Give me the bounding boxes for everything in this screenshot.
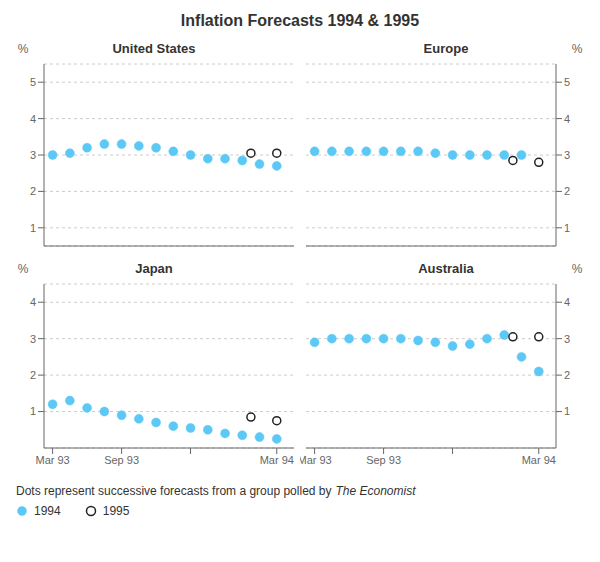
html-text:1995: 1995: [102, 504, 130, 518]
html-text:Europe: Europe: [423, 41, 469, 56]
svg-text:2: 2: [30, 369, 36, 381]
svg-text:1: 1: [30, 405, 36, 417]
svg-text:3: 3: [564, 149, 570, 161]
svg-text:5: 5: [564, 76, 570, 88]
html-text:Dots represent successive fore: Dots represent successive forecasts from…: [16, 484, 416, 498]
svg-text:Mar 94: Mar 94: [260, 454, 294, 466]
svg-text:Mar 93: Mar 93: [300, 454, 332, 466]
svg-text:Sep 93: Sep 93: [366, 454, 401, 466]
svg-text:Sep 93: Sep 93: [104, 454, 139, 466]
svg-text:3: 3: [564, 333, 570, 345]
svg-text:1: 1: [564, 405, 570, 417]
svg-text:4: 4: [30, 113, 36, 125]
svg-text:1: 1: [30, 222, 36, 234]
svg-text:4: 4: [30, 296, 36, 308]
svg-text:5: 5: [30, 76, 36, 88]
svg-text:Mar 93: Mar 93: [35, 454, 69, 466]
svg-text:1: 1: [564, 222, 570, 234]
html-text:Japan: Japan: [135, 261, 173, 276]
html-text:1994: 1994: [34, 504, 61, 518]
svg-text:2: 2: [564, 185, 570, 197]
svg-text:3: 3: [30, 149, 36, 161]
html-text:Inflation Forecasts 1994 & 199: Inflation Forecasts 1994 & 1995: [180, 12, 420, 29]
svg-text:Mar 94: Mar 94: [522, 454, 556, 466]
svg-text:4: 4: [564, 113, 570, 125]
html-text:Australia: Australia: [418, 261, 474, 276]
svg-text:3: 3: [30, 333, 36, 345]
svg-text:4: 4: [564, 296, 570, 308]
svg-text:2: 2: [564, 369, 570, 381]
svg-text:2: 2: [30, 185, 36, 197]
html-text:United States: United States: [112, 41, 196, 56]
